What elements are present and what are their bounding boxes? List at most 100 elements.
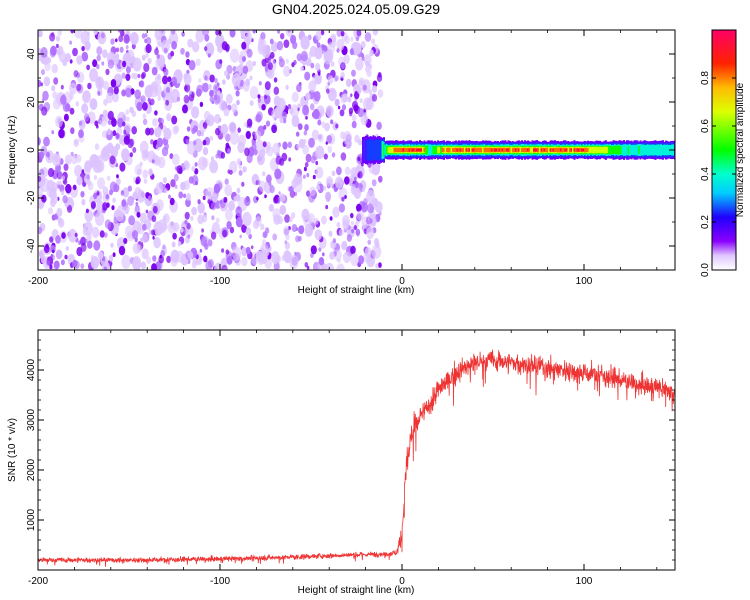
signal-band-cell [563, 147, 565, 153]
noise-blob [125, 66, 131, 74]
noise-blob [215, 217, 220, 224]
noise-blob [73, 260, 80, 270]
noise-blob [272, 233, 278, 241]
noise-blob [203, 110, 211, 121]
noise-blob [188, 89, 193, 95]
noise-blob [100, 32, 105, 39]
noise-blob [101, 116, 106, 122]
noise-blob [350, 253, 359, 267]
noise-blob [371, 244, 382, 259]
noise-blob [329, 216, 333, 221]
noise-blob [324, 262, 335, 270]
signal-band-cell [455, 147, 457, 153]
signal-band-cell [581, 148, 583, 152]
noise-blob [141, 54, 146, 61]
snr-x-label: Height of straight line (km) [298, 585, 415, 596]
signal-band-cell [429, 144, 432, 156]
noise-blob [151, 229, 156, 236]
noise-blob [161, 222, 168, 231]
noise-blob [219, 199, 223, 205]
noise-blob [96, 191, 100, 196]
noise-blob [83, 221, 93, 236]
y-tick-label: 3000 [26, 408, 37, 431]
noise-blob [97, 177, 106, 190]
noise-blob [327, 41, 336, 54]
noise-blob [239, 234, 242, 239]
noise-blob [93, 175, 98, 180]
noise-blob [267, 62, 273, 70]
noise-blob [344, 166, 351, 176]
noise-blob [163, 47, 168, 54]
noise-blob [170, 255, 178, 267]
noise-blob [304, 124, 309, 131]
noise-blob [170, 30, 176, 35]
noise-blob [51, 85, 56, 92]
noise-blob [371, 179, 377, 187]
signal-band-cell [510, 146, 513, 154]
signal-band-cell [414, 147, 417, 153]
noise-blob [181, 31, 185, 37]
noise-blob [115, 134, 120, 140]
noise-blob [364, 247, 372, 258]
noise-blob [165, 86, 171, 93]
noise-blob [122, 187, 130, 198]
snr-y-axis: 1000 2000 3000 4000 [26, 329, 675, 571]
noise-blob [242, 65, 249, 75]
noise-blob [367, 239, 372, 245]
signal-band-cell [398, 147, 400, 153]
noise-blob [38, 30, 43, 38]
noise-blob [235, 90, 240, 97]
noise-blob [332, 206, 340, 218]
noise-blob [244, 147, 250, 157]
noise-blob [300, 35, 310, 50]
signal-band-cell [401, 147, 403, 153]
noise-blob [184, 219, 188, 225]
noise-blob [119, 46, 124, 53]
signal-band-cell [650, 144, 652, 156]
noise-blob [40, 47, 48, 58]
noise-blob [112, 252, 116, 257]
colorbar-tick-label: 0.2 [700, 215, 711, 229]
noise-blob [146, 256, 152, 265]
noise-blob [222, 132, 227, 138]
noise-blob [195, 30, 205, 43]
signal-band-cell [509, 147, 511, 153]
noise-blob [188, 59, 196, 71]
noise-blob [107, 120, 112, 126]
signal-band-cell [372, 140, 375, 160]
noise-blob [231, 73, 241, 87]
noise-blob [316, 184, 320, 191]
noise-blob [355, 36, 360, 42]
noise-blob [211, 193, 218, 203]
signal-band-cell [564, 148, 567, 152]
noise-blob [205, 187, 215, 200]
noise-blob [183, 160, 189, 169]
noise-blob [342, 93, 349, 103]
noise-blob [123, 135, 130, 145]
signal-band-cell [452, 148, 454, 152]
noise-blob [258, 81, 262, 86]
noise-blob [108, 254, 114, 262]
noise-blob [312, 108, 320, 120]
signal-band-cell [644, 144, 646, 156]
signal-band-cell [384, 144, 387, 156]
signal-band-cell [470, 146, 472, 154]
noise-blob [372, 30, 379, 36]
noise-blob [196, 88, 202, 97]
signal-band-cell [491, 148, 493, 152]
noise-blob [241, 181, 245, 187]
noise-blob [338, 229, 344, 237]
signal-band-cell [659, 144, 661, 156]
noise-blob [90, 201, 96, 209]
noise-blob [107, 110, 114, 121]
noise-blob [167, 221, 176, 234]
noise-blob [151, 159, 155, 164]
noise-blob [364, 32, 372, 42]
noise-blob [197, 199, 201, 205]
noise-blob [147, 195, 152, 201]
noise-blob [241, 224, 247, 233]
signal-band-cell [393, 147, 396, 153]
x-tick-label: 0 [399, 276, 405, 287]
noise-blob [199, 248, 203, 253]
noise-blob [225, 133, 231, 142]
